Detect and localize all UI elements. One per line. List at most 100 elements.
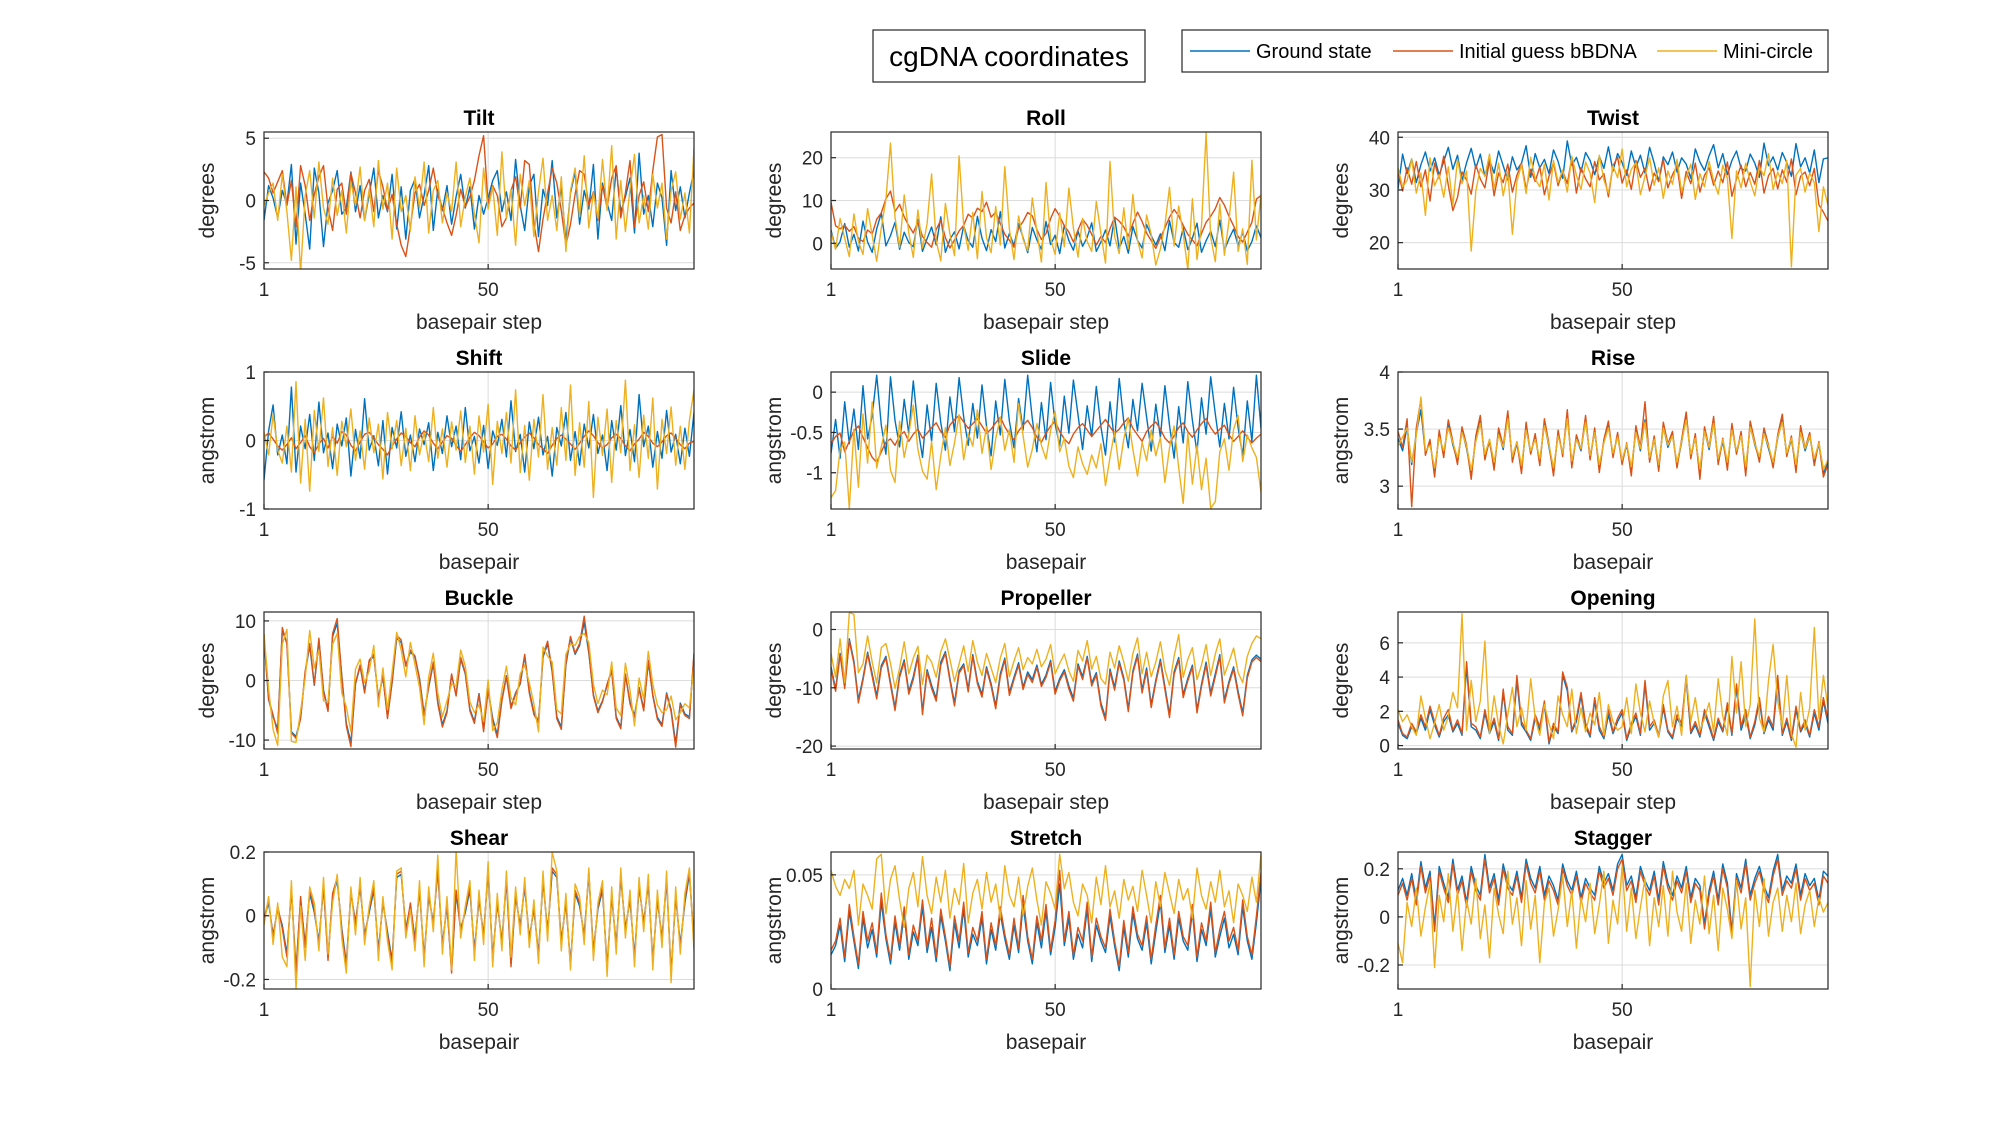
panel-tilt: 1 50 -5 0 5 Tilt basepair step degrees [196, 107, 695, 334]
xtick-label-rise: 1 [1393, 520, 1404, 541]
ytick-label-opening: 6 [1379, 634, 1390, 655]
ytick-label-stagger: 0 [1379, 908, 1390, 929]
ytick-label-shear: 0.2 [230, 843, 256, 864]
xlabel-rise: basepair [1573, 551, 1654, 574]
series-mini-circle-shear [264, 852, 694, 989]
axes-box-opening [1397, 611, 1829, 750]
ylabel-shift: angstrom [196, 397, 219, 485]
ytick-label-roll: 20 [802, 149, 823, 170]
ytick-label-stagger: 0.2 [1364, 860, 1390, 881]
panel-stagger: 1 50 -0.2 0 0.2 Stagger basepair angstrom [1330, 827, 1829, 1054]
axes-box-stagger [1397, 851, 1829, 990]
series-mini-circle-buckle [264, 628, 694, 747]
xtick-label-roll: 50 [1045, 280, 1066, 301]
ylabel-roll: degrees [763, 163, 786, 239]
xtick-label-opening: 50 [1612, 760, 1633, 781]
series-mini-circle-stagger [1398, 865, 1828, 988]
panel-title-stagger: Stagger [1574, 827, 1652, 850]
axes-box-propeller [830, 611, 1262, 750]
panel-title-tilt: Tilt [463, 107, 494, 130]
panel-propeller: 1 50 -20 -10 0 Propeller basepair step degrees [763, 587, 1262, 814]
ytick-label-rise: 3.5 [1364, 420, 1390, 441]
panel-title-stretch: Stretch [1010, 827, 1082, 850]
axes-box-stretch [830, 851, 1262, 990]
ylabel-opening: degrees [1330, 643, 1353, 719]
ytick-label-slide: 0 [812, 383, 823, 404]
xtick-label-propeller: 50 [1045, 760, 1066, 781]
xtick-label-stagger: 50 [1612, 1000, 1633, 1021]
xtick-label-roll: 1 [826, 280, 837, 301]
series-ground-state-buckle [264, 621, 694, 745]
panel-title-propeller: Propeller [1000, 587, 1091, 610]
xlabel-propeller: basepair step [983, 791, 1109, 814]
xtick-label-shift: 1 [259, 520, 270, 541]
xtick-label-tilt: 50 [478, 280, 499, 301]
ytick-label-shift: -1 [239, 500, 256, 521]
ytick-label-slide: -0.5 [790, 423, 823, 444]
axes-box-twist [1397, 131, 1829, 270]
legend-box [1181, 29, 1829, 73]
legend: Ground state Initial guess bBDNA Mini-ci… [1181, 29, 1829, 73]
xlabel-twist: basepair step [1550, 311, 1676, 334]
xlabel-roll: basepair step [983, 311, 1109, 334]
ytick-label-stagger: -0.2 [1357, 956, 1390, 977]
ytick-label-twist: 40 [1369, 128, 1390, 149]
panel-slide: 1 50 -1 -0.5 0 Slide basepair angstrom [763, 347, 1262, 574]
ytick-label-opening: 4 [1379, 668, 1390, 689]
ytick-label-opening: 2 [1379, 702, 1390, 723]
ytick-label-shear: 0 [245, 907, 256, 928]
figure-title-box [872, 29, 1146, 83]
ylabel-buckle: degrees [196, 643, 219, 719]
xtick-label-tilt: 1 [259, 280, 270, 301]
xtick-label-twist: 1 [1393, 280, 1404, 301]
series-initial-guess-bbdna-shear [264, 867, 694, 977]
series-mini-circle-slide [831, 401, 1261, 509]
series-ground-state-twist [1398, 140, 1828, 189]
ytick-label-rise: 3 [1379, 477, 1390, 498]
legend-label-initial-guess: Initial guess bBDNA [1459, 41, 1638, 63]
ylabel-slide: angstrom [763, 397, 786, 485]
panel-shift: 1 50 -1 0 1 Shift basepair angstrom [196, 347, 695, 574]
ytick-label-opening: 0 [1379, 737, 1390, 758]
xlabel-stagger: basepair [1573, 1031, 1654, 1054]
ytick-label-slide: -1 [806, 464, 823, 485]
xtick-label-shift: 50 [478, 520, 499, 541]
series-initial-guess-bbdna-stagger [1398, 858, 1828, 937]
panel-title-opening: Opening [1570, 587, 1655, 610]
axes-box-slide [830, 371, 1262, 510]
xtick-label-stretch: 1 [826, 1000, 837, 1021]
series-initial-guess-bbdna-buckle [264, 615, 694, 748]
series-mini-circle-stretch [831, 853, 1261, 929]
ytick-label-roll: 10 [802, 192, 823, 213]
figure-title-group: cgDNA coordinates [872, 29, 1146, 83]
ytick-label-tilt: 0 [245, 192, 256, 213]
series-initial-guess-bbdna-propeller [831, 639, 1261, 722]
panel-title-buckle: Buckle [445, 587, 514, 610]
xlabel-tilt: basepair step [416, 311, 542, 334]
panel-title-slide: Slide [1021, 347, 1071, 370]
panel-shear: 1 50 -0.2 0 0.2 Shear basepair angstrom [196, 827, 695, 1054]
ytick-label-stretch: 0.05 [786, 866, 823, 887]
xtick-label-stagger: 1 [1393, 1000, 1404, 1021]
series-mini-circle-rise [1398, 396, 1828, 471]
xtick-label-opening: 1 [1393, 760, 1404, 781]
ylabel-stretch: angstrom [763, 877, 786, 965]
ytick-label-buckle: 10 [235, 612, 256, 633]
ytick-label-propeller: 0 [812, 620, 823, 641]
ytick-label-buckle: -10 [229, 731, 256, 752]
xlabel-slide: basepair [1006, 551, 1087, 574]
series-mini-circle-roll [831, 132, 1261, 269]
xtick-label-shear: 1 [259, 1000, 270, 1021]
panel-buckle: 1 50 -10 0 10 Buckle basepair step degrees [196, 587, 695, 814]
xtick-label-slide: 50 [1045, 520, 1066, 541]
ytick-label-rise: 4 [1379, 363, 1390, 384]
ytick-label-roll: 0 [812, 234, 823, 255]
series-mini-circle-tilt [264, 144, 694, 269]
ytick-label-buckle: 0 [245, 672, 256, 693]
xlabel-shear: basepair [439, 1031, 520, 1054]
xlabel-shift: basepair [439, 551, 520, 574]
ytick-label-propeller: -10 [796, 679, 823, 700]
xtick-label-buckle: 50 [478, 760, 499, 781]
xtick-label-stretch: 50 [1045, 1000, 1066, 1021]
